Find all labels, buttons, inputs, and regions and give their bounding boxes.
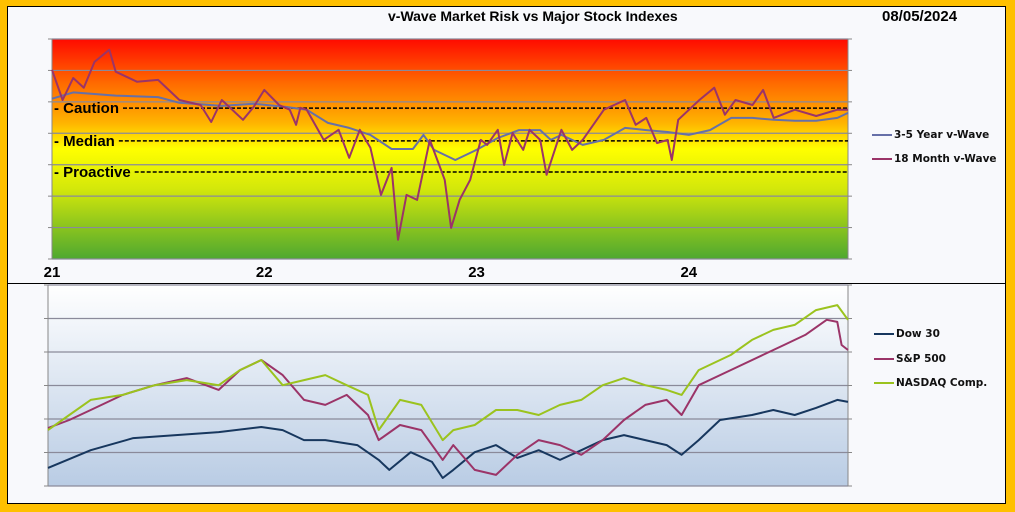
legend-label: Dow 30 [896,328,940,340]
legend-item-nasdaq: NASDAQ Comp. [874,377,987,389]
date-label: 08/05/2024 [882,8,958,25]
x-tick-label: 23 [468,264,485,281]
legend-item-sp500: S&P 500 [874,353,946,365]
series-line-18-month-v-wave [51,48,848,241]
legend-label: 18 Month v-Wave [894,153,997,165]
x-tick-label: 22 [256,264,273,281]
reference-label-proactive: - Proactive [54,164,131,181]
legend-label: NASDAQ Comp. [896,377,988,389]
legend-item-18-month: 18 Month v-Wave [872,153,997,165]
legend-item-3-5-year: 3-5 Year v-Wave [872,129,989,141]
legend-label: S&P 500 [896,353,946,365]
reference-label-median: - Median [54,133,115,150]
legend-label: 3-5 Year v-Wave [894,129,990,141]
series-line-nasdaq-comp- [47,304,849,442]
reference-label-caution: - Caution [54,100,119,117]
chart-divider [8,283,1005,284]
series-line-3-5-year-v-wave [51,91,849,161]
x-tick-label: 21 [44,264,61,281]
legend-item-dow: Dow 30 [874,328,940,340]
series-line-s-p-500 [47,318,849,476]
chart-title: v-Wave Market Risk vs Major Stock Indexe… [388,8,678,24]
x-tick-label: 24 [680,264,697,281]
series-line-dow-30 [47,398,849,479]
